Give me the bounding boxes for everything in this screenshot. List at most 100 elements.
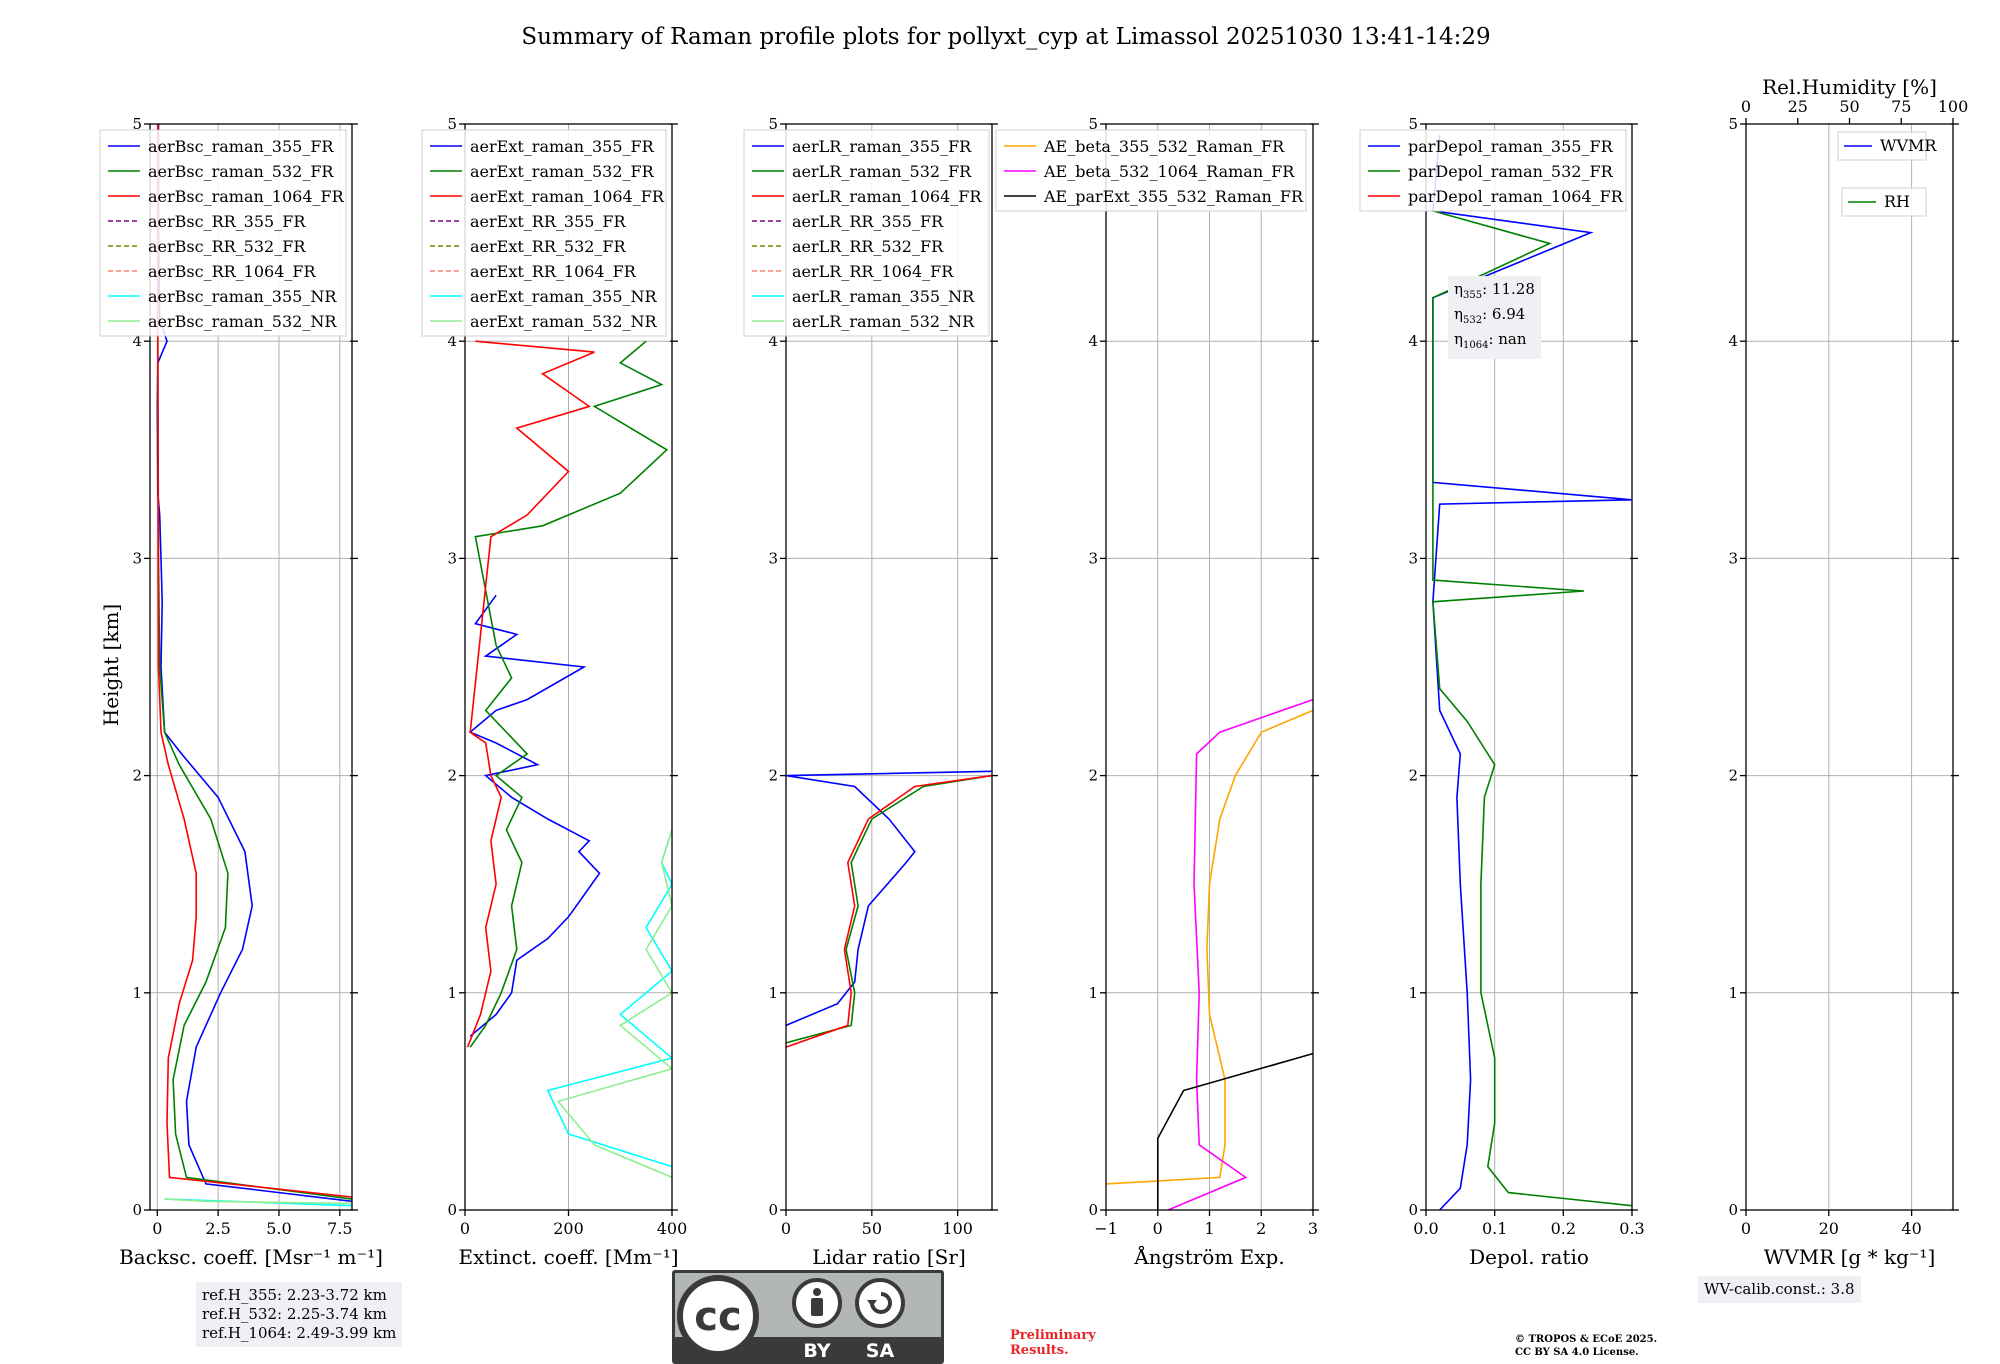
legend-entry: aerBsc_raman_532_NR	[148, 312, 337, 331]
legend-entry: aerBsc_RR_355_FR	[148, 212, 306, 231]
y-tick-label: 5	[1088, 115, 1098, 133]
x-tick-label: 0	[152, 1219, 162, 1238]
legend-entry: aerBsc_RR_1064_FR	[148, 262, 317, 281]
series-line-aerLR_raman_1064_FR	[786, 774, 992, 1048]
y-tick-label: 1	[132, 984, 142, 1002]
axes-frame	[149, 123, 353, 1211]
y-tick-label: 4	[768, 332, 778, 350]
y-tick-label: 2	[1408, 767, 1418, 785]
legend-entry: aerExt_raman_1064_FR	[470, 187, 665, 206]
y-axis-label: Height [km]	[99, 604, 123, 726]
preliminary-note: Preliminary Results.	[1010, 1328, 1096, 1358]
x-tick-label: 0.1	[1482, 1219, 1507, 1238]
x-axis-label: Lidar ratio [Sr]	[812, 1245, 966, 1269]
axes-frame	[464, 123, 673, 1211]
axes-frame	[785, 123, 993, 1211]
series-line-aerExt_raman_355_NR	[546, 829, 672, 1168]
y-tick-label: 4	[1728, 332, 1738, 350]
y-tick-label: 1	[1088, 984, 1098, 1002]
panel-depol: 0.0 0.1 0.2 0.3 0 1 2 3 4 5 Depol. ratio parDepol_r…	[1359, 115, 1645, 1269]
top-x-tick-label: 75	[1891, 97, 1911, 116]
by-label: BY	[803, 1340, 830, 1362]
cc-logo-icon	[677, 1275, 759, 1357]
legend-entry: aerBsc_raman_355_FR	[148, 137, 334, 156]
series-line-aerBsc_raman_1064_FR	[157, 124, 352, 1198]
wv-calib-label: WV-calib.const.: 3.8	[1704, 1280, 1855, 1298]
legend-entry: aerLR_raman_355_NR	[792, 287, 975, 306]
legend-entry: aerBsc_raman_532_FR	[148, 162, 334, 181]
x-tick-label: 40	[1901, 1219, 1921, 1238]
x-tick-label: 200	[553, 1219, 584, 1238]
legend-entry: parDepol_raman_355_FR	[1408, 137, 1614, 156]
legend-box	[1841, 187, 1927, 217]
panel-bsc: 0 2.5 5.0 7.5 0 1 2 3 4 5 Backsc. coeff. [Msr⁻¹ m⁻…	[99, 115, 383, 1269]
legend-entry: aerExt_raman_355_NR	[470, 287, 658, 306]
y-tick-label: 4	[447, 332, 457, 350]
legend-entry: aerLR_raman_532_FR	[792, 162, 972, 181]
top-x-tick-label: 50	[1839, 97, 1859, 116]
series-group	[1106, 698, 1313, 1210]
x-axis-label: Backsc. coeff. [Msr⁻¹ m⁻¹]	[119, 1245, 383, 1269]
eta-1064: η1064: nan	[1454, 330, 1527, 351]
series-line-AE_beta_532_1064_Raman_FR	[1167, 698, 1313, 1210]
y-tick-label: 4	[1408, 332, 1418, 350]
y-tick-label: 0	[1088, 1201, 1098, 1219]
y-tick-label: 2	[132, 767, 142, 785]
sa-label: SA	[866, 1340, 895, 1362]
x-tick-label: 100	[942, 1219, 973, 1238]
axes-frame	[1425, 123, 1633, 1211]
y-tick-label: 1	[447, 984, 457, 1002]
x-tick-label: −1	[1094, 1219, 1118, 1238]
series-line-aerLR_raman_355_FR	[786, 770, 992, 1027]
y-tick-label: 4	[132, 332, 142, 350]
top-x-tick-label: 25	[1788, 97, 1808, 116]
legend-entry: aerBsc_RR_532_FR	[148, 237, 306, 256]
y-tick-label: 3	[768, 549, 778, 567]
series-line-parDepol_raman_532_FR	[1432, 210, 1632, 1207]
x-tick-label: 50	[862, 1219, 882, 1238]
x-axis-label: Depol. ratio	[1469, 1245, 1589, 1269]
wv-calib-box: WV-calib.const.: 3.8	[1698, 1276, 1861, 1303]
ref-height-355: ref.H_355: 2.23-3.72 km	[202, 1286, 387, 1304]
x-tick-label: 2	[1256, 1219, 1266, 1238]
panel-lr: 0 50 100 0 1 2 3 4 5 Lidar ratio [Sr] aerLR_raman_…	[743, 115, 998, 1269]
x-tick-label: 0.3	[1619, 1219, 1644, 1238]
legend-entry: parDepol_raman_532_FR	[1408, 162, 1614, 181]
axes-frame	[1745, 123, 1954, 1211]
legend-entry: aerLR_RR_1064_FR	[792, 262, 954, 281]
legend-entry: AE_beta_532_1064_Raman_FR	[1043, 162, 1295, 181]
top-x-tick-label: 0	[1741, 97, 1751, 116]
ref-height-532: ref.H_532: 2.25-3.74 km	[202, 1305, 387, 1323]
series-line-aerLR_raman_532_FR	[786, 774, 992, 1044]
series-line-AE_beta_355_532_Raman_FR	[1106, 709, 1313, 1185]
y-tick-label: 5	[768, 115, 778, 133]
x-axis-label: Extinct. coeff. [Mm⁻¹]	[458, 1245, 678, 1269]
legend-entry: aerExt_raman_532_NR	[470, 312, 658, 331]
legend-box	[99, 129, 347, 337]
legend-entry: aerLR_RR_355_FR	[792, 212, 944, 231]
series-line-aerExt_raman_532_NR	[556, 829, 672, 1179]
y-tick-label: 0	[1408, 1201, 1418, 1219]
legend-box	[743, 129, 990, 337]
top-x-axis-label: Rel.Humidity [%]	[1762, 75, 1937, 99]
y-tick-label: 0	[768, 1201, 778, 1219]
x-tick-label: 0	[1741, 1219, 1751, 1238]
series-line-AE_parExt_355_532_Raman_FR	[1157, 1052, 1313, 1210]
legend-entry: aerExt_RR_1064_FR	[470, 262, 637, 281]
cc-logo-text: cc	[694, 1294, 741, 1340]
legend-entry: aerLR_raman_355_FR	[792, 137, 972, 156]
x-axis-label: WVMR [g * kg⁻¹]	[1764, 1245, 1936, 1269]
panel-wv: 0 20 40 0 1 2 3 4 5 WVMR [g * kg⁻¹] 0 25 50 75 100Rel.…	[1728, 75, 1968, 1269]
y-tick-label: 4	[1088, 332, 1098, 350]
series-group	[466, 340, 672, 1179]
x-tick-label: 0	[781, 1219, 791, 1238]
y-tick-label: 3	[1408, 549, 1418, 567]
top-x-tick-label: 100	[1938, 97, 1969, 116]
ref-height-1064: ref.H_1064: 2.49-3.99 km	[202, 1324, 397, 1342]
panel-ext: 0 200 400 0 1 2 3 4 5 Extinct. coeff. [Mm⁻¹] aerEx…	[421, 115, 687, 1269]
x-tick-label: 0	[460, 1219, 470, 1238]
legend-entry: aerBsc_raman_355_NR	[148, 287, 337, 306]
legend-entry: aerExt_RR_355_FR	[470, 212, 627, 231]
